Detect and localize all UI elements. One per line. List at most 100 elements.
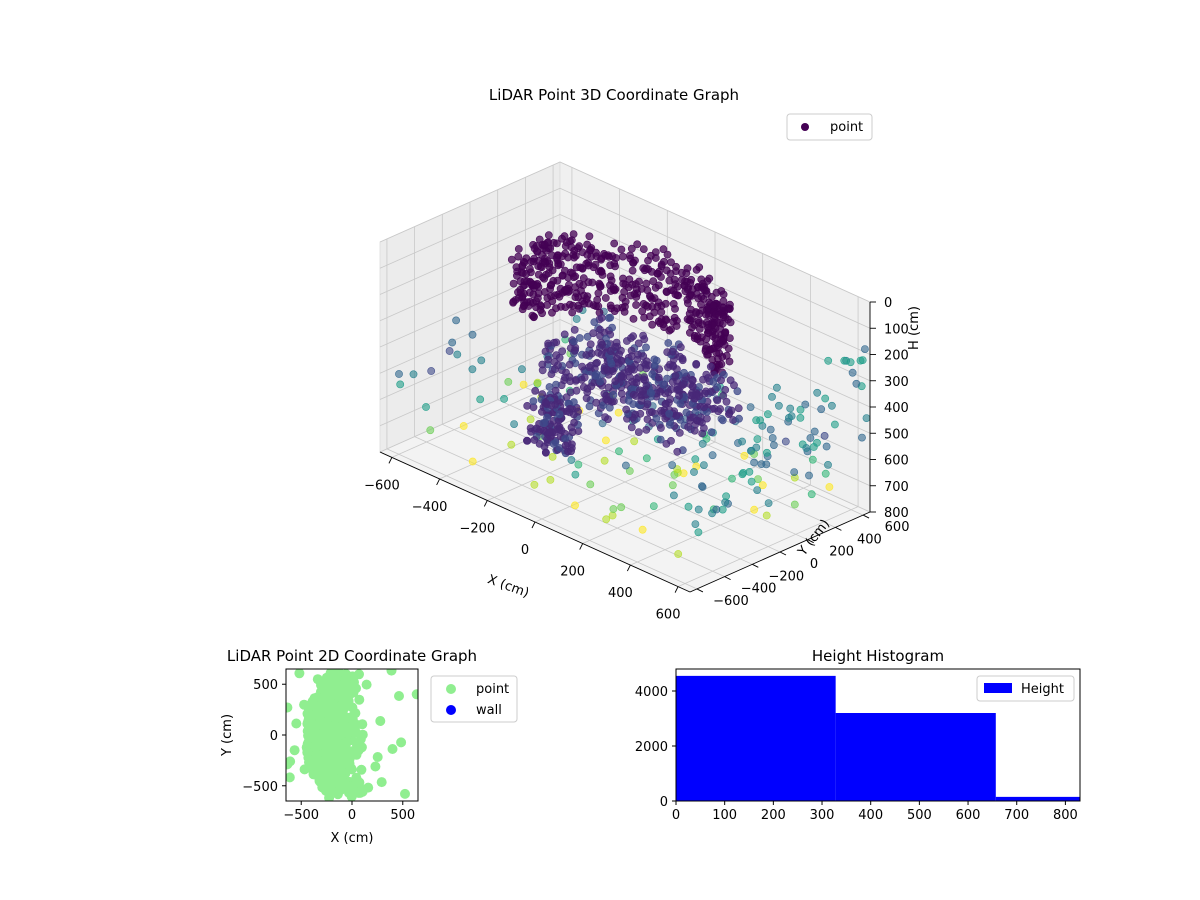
data-point	[519, 380, 528, 389]
data-point	[740, 451, 749, 460]
data-point	[688, 323, 696, 332]
data-point	[597, 338, 606, 347]
data-point	[568, 440, 576, 449]
data-point	[673, 447, 682, 456]
data-point	[600, 366, 609, 375]
data-point-2d	[387, 744, 398, 754]
data-point	[642, 425, 651, 434]
data-point	[657, 424, 665, 432]
y-tick-3d	[696, 588, 704, 593]
y-tick-label-2d: −500	[242, 780, 278, 795]
data-point	[468, 457, 477, 466]
data-point	[626, 251, 634, 260]
chart-3d-points	[395, 230, 871, 558]
x-tick-label-3d: 400	[608, 586, 633, 601]
data-point	[547, 280, 556, 289]
data-point	[602, 515, 611, 524]
x-tick-3d	[626, 564, 631, 572]
data-point	[572, 376, 580, 385]
data-point	[526, 265, 534, 273]
data-point	[821, 469, 830, 478]
data-point	[634, 428, 643, 436]
data-point	[612, 254, 620, 262]
histogram-title: Height Histogram	[812, 647, 944, 665]
data-point	[846, 358, 855, 367]
data-point	[802, 444, 811, 452]
legend-marker-point-2d	[446, 684, 456, 694]
grid-z	[379, 240, 561, 322]
grid-y	[386, 448, 698, 590]
data-point	[623, 337, 631, 345]
data-point	[738, 437, 746, 446]
y-tick-label-3d: 600	[885, 520, 910, 535]
data-point	[590, 318, 599, 326]
data-point	[721, 328, 730, 336]
x-tick-3d	[674, 586, 679, 593]
data-point	[500, 394, 508, 403]
data-point-2d	[370, 761, 381, 772]
data-point	[604, 396, 612, 405]
data-point	[579, 274, 588, 283]
data-point	[654, 281, 663, 290]
data-point	[696, 413, 705, 422]
y-tick-label-3d: 0	[810, 557, 818, 572]
data-point	[593, 295, 602, 304]
chart-histogram: Height Histogram 0 100 200 300 400 500 600 700 8…	[635, 647, 1081, 823]
data-point	[561, 434, 570, 443]
data-point	[702, 286, 711, 295]
x-tick-label-3d: −200	[459, 521, 495, 536]
data-point-2d	[299, 699, 310, 710]
x-tick-label-2d: 0	[348, 808, 356, 823]
data-point	[543, 294, 552, 302]
data-point	[548, 452, 557, 461]
data-point	[781, 437, 790, 446]
data-point	[527, 257, 536, 266]
data-point-2d	[322, 719, 333, 730]
data-point	[615, 350, 623, 359]
data-point	[775, 401, 783, 410]
grid-z	[379, 161, 561, 243]
legend-label-height: Height	[1021, 682, 1064, 697]
z-tick-label-3d: 300	[884, 375, 909, 390]
data-point	[662, 288, 671, 296]
data-point	[704, 323, 712, 332]
data-point	[448, 338, 457, 347]
data-point	[753, 486, 762, 494]
chart-3d-axes: X (cm) Y (cm) H (cm) −600−400−2000200400…	[364, 296, 922, 623]
data-point	[571, 501, 579, 510]
data-point	[719, 313, 728, 321]
data-point	[570, 418, 578, 427]
data-point	[629, 332, 637, 341]
data-point	[617, 245, 626, 254]
data-point	[514, 252, 523, 261]
data-point	[730, 381, 738, 390]
data-point	[699, 294, 708, 303]
data-point	[694, 528, 703, 537]
data-point	[583, 240, 591, 249]
data-point	[504, 377, 513, 386]
data-point	[552, 304, 560, 313]
data-point	[817, 405, 826, 414]
data-point	[567, 456, 576, 464]
z-tick-label-3d: 0	[884, 296, 892, 311]
data-point	[831, 420, 839, 429]
hist-y-tick-label: 4000	[635, 685, 668, 700]
x-tick-label-3d: 600	[656, 608, 681, 623]
data-point	[597, 313, 606, 322]
data-point-2d	[356, 742, 367, 753]
data-point	[667, 385, 676, 394]
data-point	[678, 275, 686, 284]
data-point	[687, 305, 695, 314]
data-point-2d	[341, 679, 352, 690]
data-point	[773, 383, 781, 392]
data-point	[532, 297, 540, 305]
data-point	[738, 470, 747, 479]
grid-y	[469, 411, 781, 553]
data-point	[677, 381, 686, 390]
data-point-2d	[328, 771, 339, 782]
data-point	[707, 428, 716, 436]
data-point	[602, 334, 610, 343]
data-point	[649, 277, 658, 286]
data-point	[646, 388, 655, 397]
data-point	[728, 474, 736, 483]
